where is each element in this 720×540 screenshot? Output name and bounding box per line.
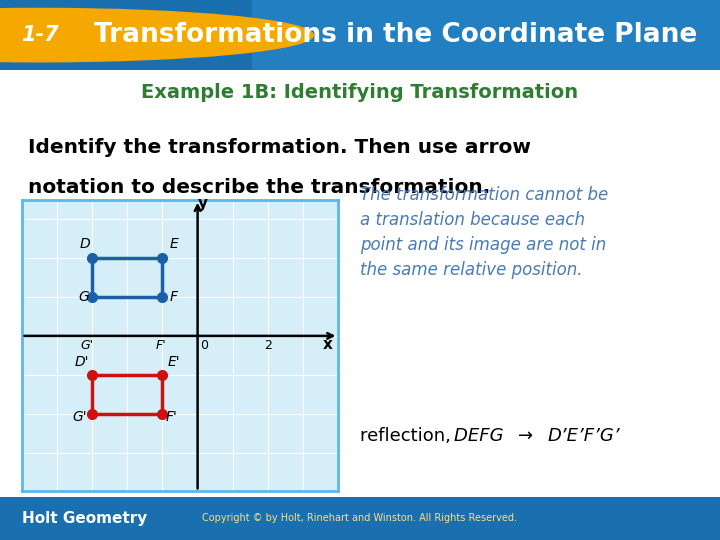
Text: E: E xyxy=(169,238,178,252)
Text: notation to describe the transformation.: notation to describe the transformation. xyxy=(28,178,490,197)
FancyBboxPatch shape xyxy=(0,497,720,540)
Text: Example 1B: Identifying Transformation: Example 1B: Identifying Transformation xyxy=(141,83,579,102)
Text: G': G' xyxy=(73,410,87,424)
Text: x: x xyxy=(323,338,333,353)
Text: D’E’F’G’: D’E’F’G’ xyxy=(547,427,620,446)
Text: F': F' xyxy=(156,340,166,353)
Text: →: → xyxy=(518,427,534,446)
Text: 2: 2 xyxy=(264,340,272,353)
Text: D: D xyxy=(80,238,90,252)
Text: E': E' xyxy=(168,355,180,369)
Text: 1-7: 1-7 xyxy=(21,25,58,45)
Text: F': F' xyxy=(166,410,178,424)
FancyBboxPatch shape xyxy=(252,0,720,70)
Circle shape xyxy=(0,9,313,62)
Text: Holt Geometry: Holt Geometry xyxy=(22,511,147,526)
Text: Identify the transformation. Then use arrow: Identify the transformation. Then use ar… xyxy=(28,138,531,157)
Text: The transformation cannot be
a translation because each
point and its image are : The transformation cannot be a translati… xyxy=(360,186,608,279)
Text: 0: 0 xyxy=(200,340,208,353)
Text: G: G xyxy=(78,290,89,304)
Text: Transformations in the Coordinate Plane: Transformations in the Coordinate Plane xyxy=(94,22,697,48)
Text: y: y xyxy=(198,195,208,211)
Text: reflection,: reflection, xyxy=(360,427,456,446)
Text: F: F xyxy=(169,290,177,304)
Text: G': G' xyxy=(80,340,93,353)
Text: Copyright © by Holt, Rinehart and Winston. All Rights Reserved.: Copyright © by Holt, Rinehart and Winsto… xyxy=(202,514,518,523)
FancyBboxPatch shape xyxy=(0,0,720,70)
Text: D': D' xyxy=(74,355,89,369)
Text: DEFG: DEFG xyxy=(454,427,509,446)
